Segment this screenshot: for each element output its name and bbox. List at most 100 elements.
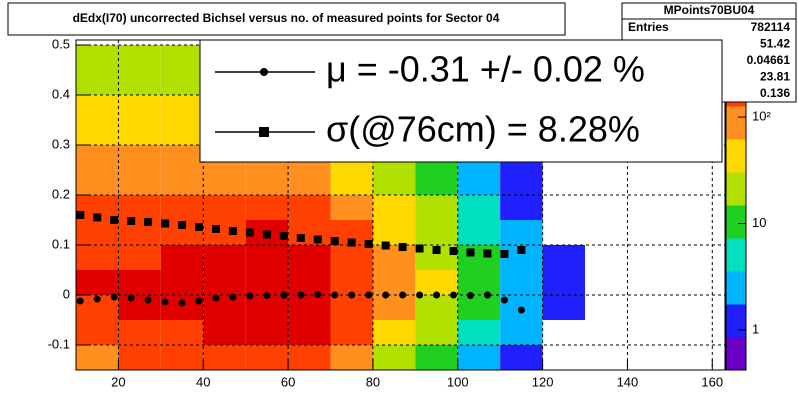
palette-step bbox=[726, 221, 746, 226]
heat-cell bbox=[288, 295, 331, 320]
marker bbox=[246, 292, 254, 300]
heat-cell bbox=[76, 70, 119, 95]
palette-step bbox=[726, 337, 746, 341]
heat-cell bbox=[203, 220, 246, 245]
heat-cell bbox=[330, 170, 373, 195]
heat-cell bbox=[76, 170, 119, 195]
palette-step bbox=[726, 277, 746, 282]
legend-frame bbox=[199, 39, 723, 163]
marker bbox=[76, 211, 85, 219]
heat-cell bbox=[76, 270, 119, 295]
legend-marker bbox=[260, 68, 268, 76]
marker bbox=[416, 291, 424, 299]
x-tick-label: 100 bbox=[447, 374, 469, 389]
palette-step bbox=[726, 323, 746, 328]
palette-step bbox=[726, 195, 746, 199]
marker bbox=[195, 223, 204, 231]
heat-cell bbox=[76, 120, 119, 145]
marker bbox=[365, 291, 373, 299]
heat-cell bbox=[76, 95, 119, 120]
marker bbox=[517, 246, 526, 254]
palette-step bbox=[726, 175, 746, 180]
stats-value: 0.136 bbox=[760, 86, 790, 100]
heat-cell bbox=[330, 245, 373, 270]
marker bbox=[93, 213, 102, 222]
heat-cell bbox=[160, 145, 204, 170]
heat-cell bbox=[288, 170, 331, 195]
x-tick-label: 140 bbox=[617, 374, 639, 389]
x-tick-label: 160 bbox=[701, 374, 723, 389]
x-tick-label: 60 bbox=[281, 374, 295, 389]
marker bbox=[245, 228, 254, 237]
palette-step bbox=[726, 214, 746, 219]
legend-label: μ = -0.31 +/- 0.02 % bbox=[326, 49, 645, 90]
heat-cell bbox=[330, 295, 373, 320]
marker bbox=[229, 293, 237, 301]
marker bbox=[212, 294, 220, 302]
marker bbox=[262, 230, 271, 239]
heat-cell bbox=[160, 195, 204, 220]
heat-cell bbox=[118, 120, 161, 145]
palette-step bbox=[726, 181, 746, 186]
palette-step bbox=[726, 346, 746, 351]
heat-cell bbox=[160, 95, 204, 120]
heat-cell bbox=[372, 270, 416, 295]
heat-cell bbox=[203, 170, 246, 195]
heat-cell bbox=[118, 220, 161, 245]
palette-step bbox=[726, 122, 746, 127]
palette-step bbox=[726, 205, 746, 209]
heat-cell bbox=[118, 145, 161, 170]
palette-step bbox=[726, 317, 746, 321]
marker bbox=[500, 250, 509, 258]
heat-cell bbox=[245, 320, 289, 345]
heat-cell bbox=[457, 320, 501, 345]
marker bbox=[93, 295, 101, 303]
palette-step bbox=[726, 119, 746, 123]
heat-cell bbox=[288, 320, 331, 345]
palette-step bbox=[726, 313, 746, 318]
palette-step bbox=[726, 271, 746, 275]
marker bbox=[263, 292, 271, 299]
palette-step bbox=[726, 191, 746, 196]
z-tick-label: 10 bbox=[752, 215, 766, 230]
marker bbox=[449, 247, 458, 255]
heat-cell bbox=[76, 220, 119, 245]
heat-cell bbox=[118, 70, 161, 95]
palette-step bbox=[726, 224, 746, 229]
marker bbox=[161, 219, 170, 228]
marker bbox=[280, 291, 288, 299]
palette-step bbox=[726, 165, 746, 170]
marker bbox=[500, 296, 508, 304]
marker bbox=[450, 291, 458, 299]
y-tick-label: 0 bbox=[63, 286, 70, 301]
marker bbox=[517, 306, 525, 314]
palette-step bbox=[726, 267, 746, 272]
palette-step bbox=[726, 360, 746, 364]
heat-cell bbox=[203, 320, 246, 345]
heat-cell bbox=[76, 145, 119, 170]
heat-cell bbox=[415, 195, 458, 220]
palette-step bbox=[726, 162, 746, 166]
palette-step bbox=[726, 188, 746, 193]
marker bbox=[178, 221, 187, 229]
heat-cell bbox=[500, 320, 543, 345]
palette-step bbox=[726, 300, 746, 305]
palette-step bbox=[726, 218, 746, 222]
heat-cell bbox=[372, 320, 416, 345]
marker bbox=[127, 294, 135, 302]
heat-cell bbox=[118, 320, 161, 345]
stats-title: MPoints70BU04 bbox=[664, 3, 755, 17]
marker bbox=[228, 227, 237, 235]
stats-value: 0.04661 bbox=[747, 53, 791, 67]
palette-step bbox=[726, 102, 746, 107]
heat-cell bbox=[160, 170, 204, 195]
marker bbox=[399, 291, 407, 299]
stats-label: Entries bbox=[628, 20, 669, 34]
marker bbox=[211, 225, 220, 233]
heat-cell bbox=[457, 295, 501, 320]
palette-step bbox=[726, 294, 746, 298]
heat-cell bbox=[160, 45, 204, 70]
marker bbox=[296, 234, 305, 242]
marker bbox=[347, 238, 356, 247]
